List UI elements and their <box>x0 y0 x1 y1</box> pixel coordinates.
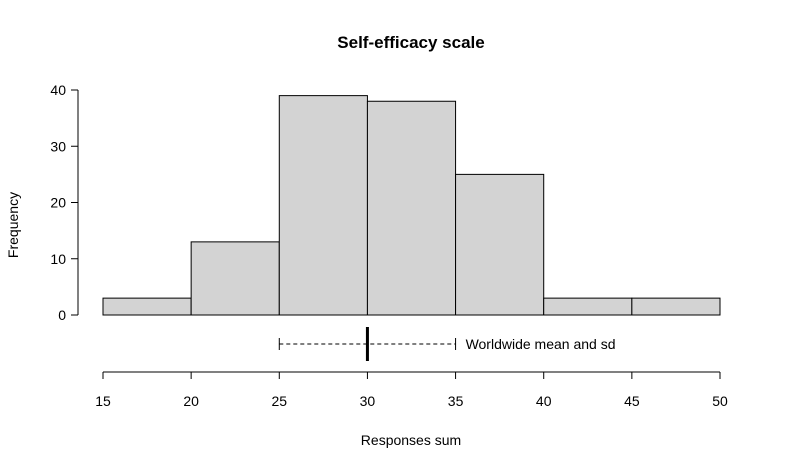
x-tick-label: 40 <box>536 393 552 409</box>
x-tick-label: 30 <box>360 393 376 409</box>
x-tick-label: 20 <box>183 393 199 409</box>
y-tick-label: 10 <box>50 251 66 267</box>
bar-20-25 <box>190 241 280 316</box>
x-tick-label: 45 <box>624 393 640 409</box>
y-tick-label: 30 <box>50 138 66 154</box>
y-axis-label: Frequency <box>5 192 21 258</box>
bars-group <box>102 95 721 316</box>
x-tick-label: 35 <box>448 393 464 409</box>
x-tick-label: 50 <box>712 393 728 409</box>
bar-40-45 <box>543 297 633 316</box>
bar-25-30 <box>278 95 368 316</box>
annotation-label: Worldwide mean and sd <box>466 336 616 352</box>
bar-15-20 <box>102 297 192 316</box>
x-tick-label: 25 <box>271 393 287 409</box>
bar-45-50 <box>631 297 721 316</box>
y-tick-label: 20 <box>50 195 66 211</box>
bar-35-40 <box>455 173 545 316</box>
chart-title: Self-efficacy scale <box>337 33 484 52</box>
y-tick-label: 40 <box>50 82 66 98</box>
mean-sd-annotation: Worldwide mean and sd <box>278 327 616 361</box>
x-axis: 15 20 25 30 35 40 45 50 <box>95 371 728 409</box>
y-axis: 0 10 20 30 40 <box>50 82 79 323</box>
y-tick-label: 0 <box>58 307 66 323</box>
bar-30-35 <box>366 100 457 316</box>
x-axis-label: Responses sum <box>361 432 461 448</box>
x-tick-label: 15 <box>95 393 111 409</box>
